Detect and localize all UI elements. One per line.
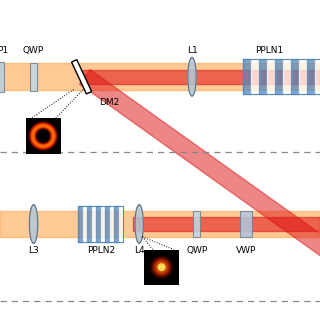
Circle shape <box>160 266 163 268</box>
Text: L1: L1 <box>187 46 197 55</box>
Polygon shape <box>101 206 105 242</box>
Circle shape <box>157 262 166 272</box>
Polygon shape <box>283 59 291 94</box>
Bar <box>0 62 4 92</box>
Polygon shape <box>243 59 251 94</box>
Circle shape <box>150 256 173 279</box>
Polygon shape <box>307 59 315 94</box>
Circle shape <box>159 265 164 270</box>
Circle shape <box>155 260 168 274</box>
Polygon shape <box>275 59 283 94</box>
Polygon shape <box>315 59 320 94</box>
Circle shape <box>156 261 168 273</box>
Polygon shape <box>251 59 259 94</box>
Text: DM2: DM2 <box>99 98 119 107</box>
Circle shape <box>152 258 171 277</box>
Text: QWP: QWP <box>186 246 207 255</box>
Polygon shape <box>92 206 96 242</box>
Polygon shape <box>291 59 299 94</box>
Polygon shape <box>87 206 92 242</box>
Polygon shape <box>83 206 87 242</box>
Circle shape <box>158 264 165 271</box>
Polygon shape <box>188 58 196 96</box>
Polygon shape <box>80 69 320 263</box>
Text: PPLN1: PPLN1 <box>255 46 283 55</box>
Polygon shape <box>259 59 267 94</box>
Circle shape <box>158 264 165 270</box>
Polygon shape <box>72 60 92 94</box>
Circle shape <box>153 258 171 276</box>
Circle shape <box>157 263 166 271</box>
Polygon shape <box>78 206 83 242</box>
Bar <box>144 250 179 285</box>
Text: QWP: QWP <box>23 46 44 55</box>
Text: L3: L3 <box>28 246 39 255</box>
Polygon shape <box>29 205 38 243</box>
Circle shape <box>151 256 172 278</box>
Circle shape <box>161 267 162 268</box>
Bar <box>30 63 37 91</box>
Polygon shape <box>110 206 114 242</box>
Bar <box>243 59 320 94</box>
Polygon shape <box>299 59 307 94</box>
Circle shape <box>151 257 172 277</box>
Bar <box>26 118 61 154</box>
Circle shape <box>154 260 169 275</box>
Text: PPLN2: PPLN2 <box>87 246 115 255</box>
Polygon shape <box>114 206 119 242</box>
Circle shape <box>160 265 164 269</box>
Polygon shape <box>96 206 101 242</box>
Text: P1: P1 <box>0 46 8 55</box>
Circle shape <box>159 264 164 270</box>
Text: L4: L4 <box>134 246 145 255</box>
Circle shape <box>156 262 167 273</box>
Circle shape <box>153 259 170 276</box>
Polygon shape <box>105 206 110 242</box>
Bar <box>78 206 123 242</box>
Polygon shape <box>135 205 143 243</box>
Circle shape <box>154 260 169 275</box>
Polygon shape <box>119 206 123 242</box>
Bar <box>240 211 252 237</box>
Bar <box>193 211 200 237</box>
Text: VWP: VWP <box>236 246 257 255</box>
Polygon shape <box>267 59 275 94</box>
